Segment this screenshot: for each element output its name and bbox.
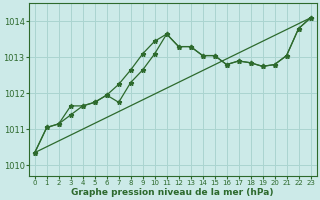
X-axis label: Graphe pression niveau de la mer (hPa): Graphe pression niveau de la mer (hPa) — [71, 188, 274, 197]
